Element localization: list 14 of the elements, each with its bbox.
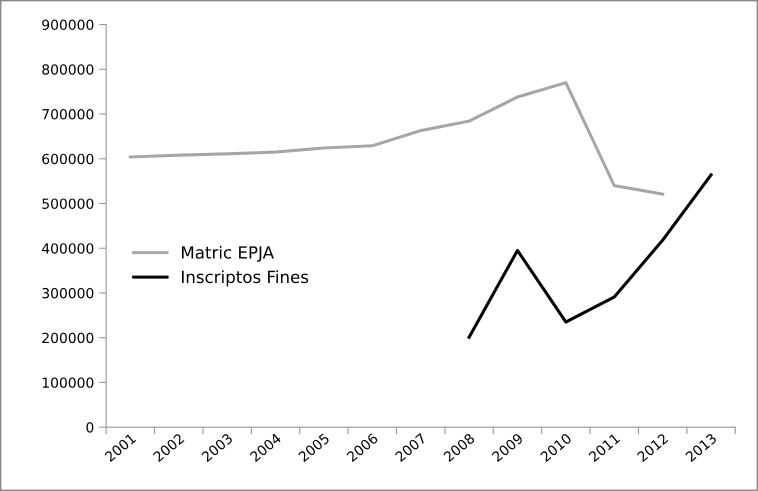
y-tick-label: 0 [86,422,94,433]
y-tick-label: 700000 [42,108,94,120]
y-tick-label: 400000 [42,243,94,254]
y-tick-label: 900000 [42,20,94,30]
line-series [128,81,664,196]
legend-label: Matric EPJA [182,246,274,262]
line-series [468,173,713,339]
y-tick-label: 500000 [42,198,94,209]
y-tick-label: 300000 [42,288,94,298]
y-tick-label: 800000 [42,64,94,75]
y-tick-label: 100000 [42,377,94,388]
y-tick-label: 600000 [42,154,94,164]
legend-label: Inscriptos Fines [182,270,308,286]
y-tick-label: 200000 [42,332,94,344]
